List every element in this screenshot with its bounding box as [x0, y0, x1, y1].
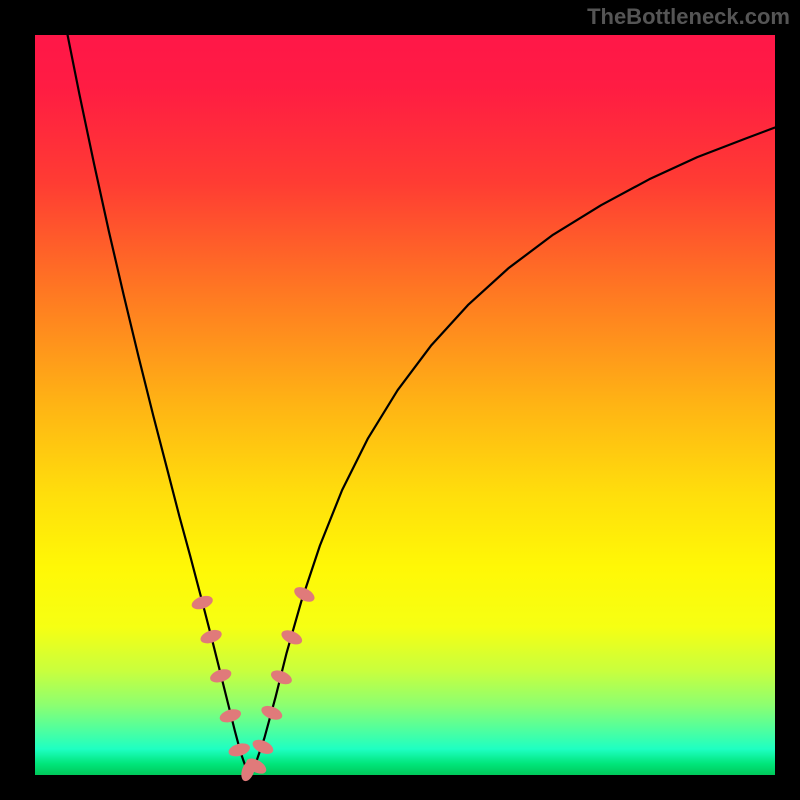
bottleneck-curve-chart [0, 0, 800, 800]
chart-container: TheBottleneck.com [0, 0, 800, 800]
watermark-text: TheBottleneck.com [587, 4, 790, 30]
plot-area [35, 35, 775, 775]
